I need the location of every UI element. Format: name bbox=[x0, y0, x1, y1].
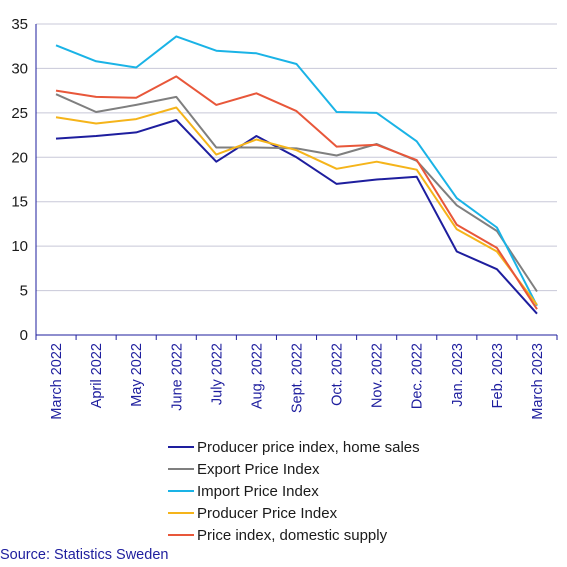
legend-swatch bbox=[168, 512, 194, 514]
legend-swatch bbox=[168, 468, 194, 470]
series-line-3 bbox=[55, 35, 538, 307]
series-line-2 bbox=[55, 93, 538, 293]
legend-item: Import Price Index bbox=[168, 480, 420, 502]
x-tick-label: Oct. 2022 bbox=[330, 343, 346, 406]
x-tick-label: May 2022 bbox=[129, 343, 145, 407]
x-tick-label: Nov. 2022 bbox=[370, 343, 386, 408]
legend-label: Export Price Index bbox=[197, 460, 320, 478]
x-tick-label: Aug. 2022 bbox=[249, 343, 265, 409]
x-tick-label: Dec. 2022 bbox=[410, 343, 426, 409]
y-tick-label: 20 bbox=[11, 149, 28, 166]
x-tick-label: Sept. 2022 bbox=[290, 343, 306, 413]
legend-item: Price index, domestic supply bbox=[168, 524, 420, 546]
y-axis: 0 5 10 15 20 25 30 35 bbox=[11, 16, 28, 344]
legend-swatch bbox=[168, 446, 194, 448]
legend-item: Producer price index, home sales bbox=[168, 436, 420, 458]
legend-label: Import Price Index bbox=[197, 482, 319, 500]
series-line-4 bbox=[55, 106, 538, 306]
y-tick-label: 30 bbox=[11, 60, 28, 77]
legend: Producer price index, home sales Export P… bbox=[168, 436, 420, 546]
legend-label: Producer Price Index bbox=[197, 504, 338, 522]
legend-label: Price index, domestic supply bbox=[197, 526, 388, 544]
x-tick-label: March 2023 bbox=[530, 343, 546, 420]
grid-lines bbox=[35, 23, 557, 336]
line-chart: 0 5 10 15 20 25 30 35 March 2022 April 2022 May 2… bbox=[11, 16, 558, 420]
legend-swatch bbox=[168, 490, 194, 492]
x-axis: March 2022 April 2022 May 2022 June 2022 Jul… bbox=[35, 335, 558, 420]
series-line-5 bbox=[55, 75, 538, 310]
y-tick-label: 10 bbox=[11, 238, 28, 255]
series-line-1 bbox=[55, 119, 538, 315]
x-tick-label: March 2022 bbox=[49, 343, 65, 420]
x-tick-label: Feb. 2023 bbox=[490, 343, 506, 408]
x-tick-label: April 2022 bbox=[89, 343, 105, 408]
x-tick-label: June 2022 bbox=[169, 343, 185, 411]
legend-label: Producer price index, home sales bbox=[197, 438, 420, 456]
series-lines bbox=[55, 35, 538, 315]
y-tick-label: 0 bbox=[20, 327, 28, 344]
y-tick-label: 35 bbox=[11, 16, 28, 33]
legend-swatch bbox=[168, 534, 194, 536]
x-tick-label: Jan. 2023 bbox=[450, 343, 466, 407]
legend-item: Export Price Index bbox=[168, 458, 420, 480]
y-tick-label: 5 bbox=[20, 283, 28, 300]
x-tick-label: July 2022 bbox=[209, 343, 225, 405]
y-tick-label: 15 bbox=[11, 194, 28, 211]
source-note: Source: Statistics Sweden bbox=[0, 547, 169, 563]
legend-item: Producer Price Index bbox=[168, 502, 420, 524]
y-tick-label: 25 bbox=[11, 105, 28, 122]
